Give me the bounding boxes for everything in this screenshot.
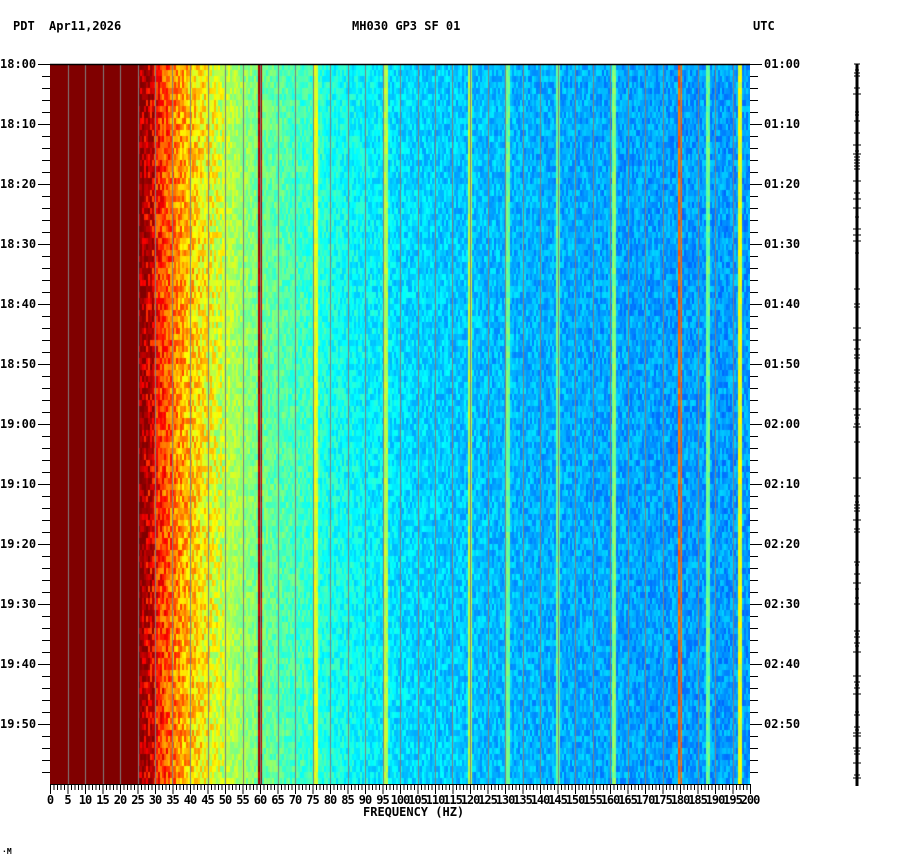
x-tick-label: 60 — [253, 793, 267, 807]
y-left-tick-label: 18:20 — [0, 177, 37, 191]
y-right-tick-label: 02:20 — [764, 537, 801, 551]
x-tick-label: 185 — [688, 793, 708, 807]
y-right-tick-label: 02:00 — [764, 417, 801, 431]
y-left-tick-label: 18:40 — [0, 297, 37, 311]
x-tick-label: 155 — [583, 793, 603, 807]
right-timezone-label: UTC — [753, 19, 775, 33]
y-right-tick-label: 01:00 — [764, 57, 801, 71]
x-tick-label: 110 — [425, 793, 446, 807]
x-axis-title: FREQUENCY (HZ) — [363, 805, 465, 819]
y-left-tick-label: 19:20 — [0, 537, 37, 551]
x-tick-label: 55 — [236, 793, 249, 807]
x-tick-label: 170 — [635, 793, 656, 807]
x-tick-label: 15 — [96, 793, 109, 807]
y-right-tick-label: 01:20 — [764, 177, 801, 191]
y-right-tick-label: 01:10 — [764, 117, 801, 131]
x-tick-label: 30 — [148, 793, 162, 807]
x-tick-label: 5 — [64, 793, 71, 807]
left-timezone-label: PDT — [13, 19, 35, 33]
x-tick-label: 45 — [201, 793, 214, 807]
x-tick-label: 40 — [183, 793, 197, 807]
x-tick-label: 35 — [166, 793, 179, 807]
x-tick-label: 80 — [323, 793, 337, 807]
x-tick-label: 130 — [495, 793, 516, 807]
x-tick-label: 75 — [306, 793, 319, 807]
footer-mark: ·M — [2, 847, 12, 856]
x-tick-label: 150 — [565, 793, 586, 807]
y-right-tick-label: 02:30 — [764, 597, 801, 611]
x-tick-label: 175 — [653, 793, 673, 807]
station-title: MH030 GP3 SF 01 — [352, 19, 461, 33]
x-tick-label: 70 — [288, 793, 302, 807]
x-tick-label: 165 — [618, 793, 638, 807]
x-tick-label: 115 — [443, 793, 463, 807]
y-right-tick-label: 01:40 — [764, 297, 801, 311]
x-tick-label: 125 — [478, 793, 498, 807]
x-tick-label: 145 — [548, 793, 568, 807]
x-tick-label: 105 — [408, 793, 428, 807]
x-tick-label: 120 — [460, 793, 481, 807]
y-left-tick-label: 19:50 — [0, 717, 37, 731]
x-tick-label: 140 — [530, 793, 551, 807]
y-left-tick-label: 19:30 — [0, 597, 37, 611]
x-tick-label: 95 — [376, 793, 389, 807]
y-left-tick-label: 19:10 — [0, 477, 37, 491]
y-left-tick-label: 18:50 — [0, 357, 37, 371]
x-tick-label: 50 — [218, 793, 232, 807]
y-right-tick-label: 01:50 — [764, 357, 801, 371]
x-tick-label: 85 — [341, 793, 354, 807]
y-right-tick-label: 02:10 — [764, 477, 801, 491]
date-label: Apr11,2026 — [49, 19, 122, 33]
x-tick-label: 135 — [513, 793, 533, 807]
y-left-tick-label: 18:30 — [0, 237, 37, 251]
x-tick-label: 0 — [46, 793, 54, 807]
x-tick-label: 10 — [78, 793, 92, 807]
x-tick-label: 90 — [358, 793, 372, 807]
y-right-tick-label: 01:30 — [764, 237, 801, 251]
y-right-tick-label: 02:40 — [764, 657, 801, 671]
x-tick-label: 20 — [113, 793, 127, 807]
x-tick-label: 180 — [670, 793, 691, 807]
y-right-tick-label: 02:50 — [764, 717, 801, 731]
x-tick-label: 200 — [740, 793, 761, 807]
x-tick-label: 160 — [600, 793, 621, 807]
x-tick-label: 25 — [131, 793, 144, 807]
x-tick-label: 65 — [271, 793, 284, 807]
x-tick-label: 100 — [390, 793, 411, 807]
y-left-tick-label: 19:00 — [0, 417, 37, 431]
y-left-tick-label: 18:00 — [0, 57, 37, 71]
spectrogram-heatmap — [50, 64, 750, 784]
x-tick-label: 195 — [723, 793, 743, 807]
x-tick-label: 190 — [705, 793, 726, 807]
y-left-tick-label: 18:10 — [0, 117, 37, 131]
y-left-tick-label: 19:40 — [0, 657, 37, 671]
